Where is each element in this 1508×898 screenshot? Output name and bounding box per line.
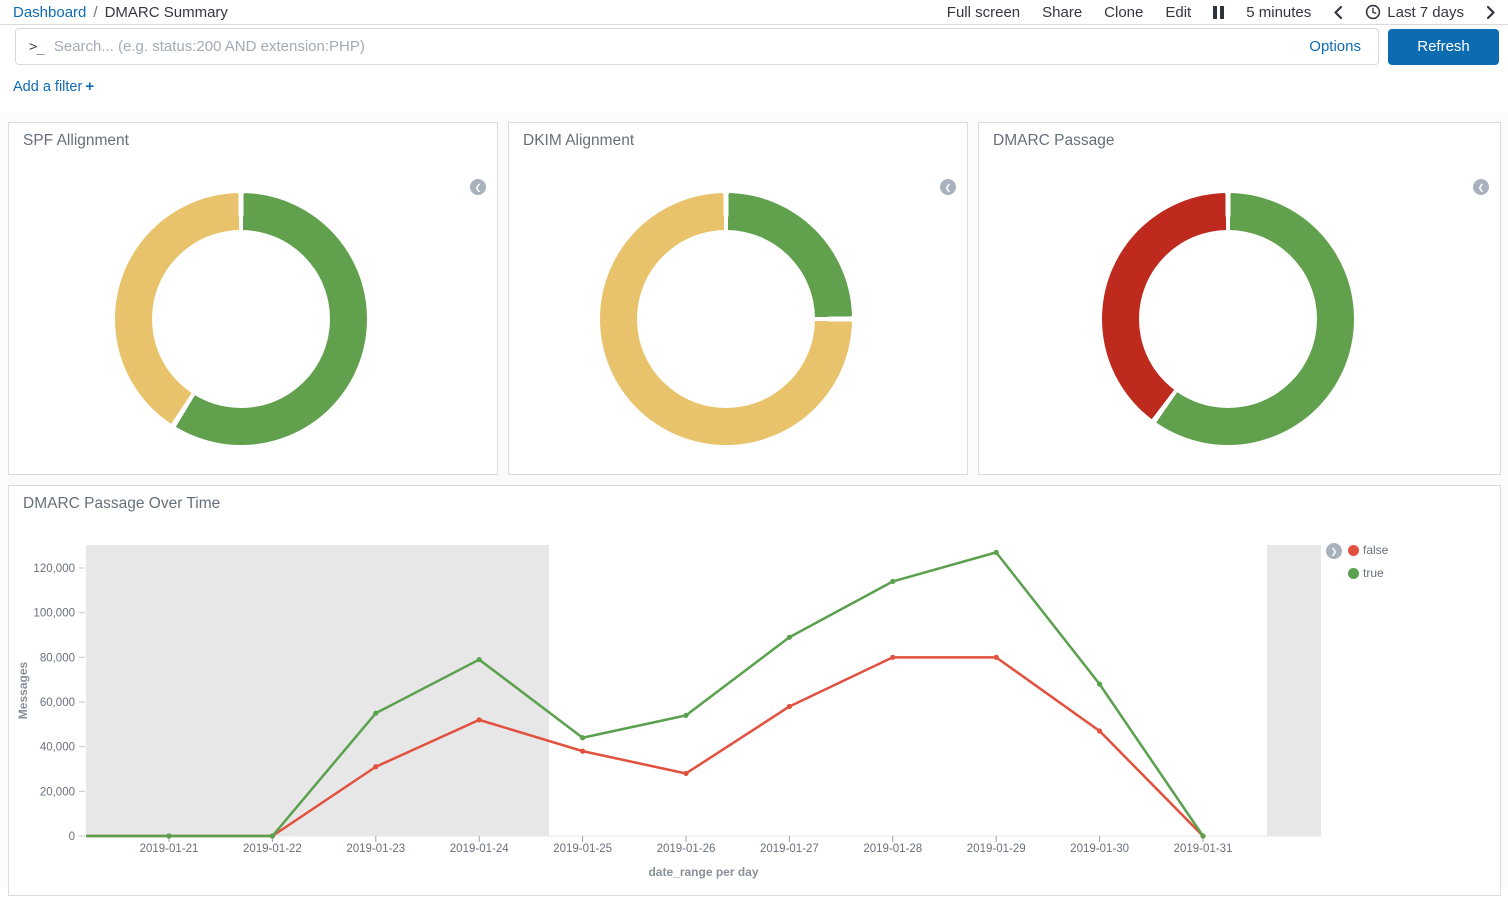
panel-title: SPF Allignment xyxy=(23,132,129,150)
data-point xyxy=(994,550,999,555)
x-tick-label: 2019-01-29 xyxy=(967,843,1026,855)
add-filter-label: Add a filter xyxy=(13,79,82,95)
x-tick-label: 2019-01-23 xyxy=(346,843,405,855)
legend-toggle-button[interactable] xyxy=(940,179,956,195)
data-point xyxy=(270,833,275,838)
chevron-right-icon xyxy=(1486,5,1496,20)
y-tick-label: 100,000 xyxy=(33,608,75,620)
data-point xyxy=(683,713,688,718)
y-tick-label: 80,000 xyxy=(40,652,75,664)
breadcrumb-separator: / xyxy=(93,4,97,21)
x-tick-label: 2019-01-31 xyxy=(1174,843,1233,855)
refresh-interval-button[interactable]: 5 minutes xyxy=(1246,4,1311,21)
x-tick-label: 2019-01-22 xyxy=(243,843,302,855)
search-input[interactable] xyxy=(54,38,1292,55)
x-axis-title: date_range per day xyxy=(648,865,758,879)
data-point xyxy=(787,704,792,709)
data-point xyxy=(1097,682,1102,687)
data-point xyxy=(580,749,585,754)
data-point xyxy=(1097,728,1102,733)
spf-donut-chart xyxy=(115,193,367,445)
data-point xyxy=(477,657,482,662)
filter-bar: Add a filter+ xyxy=(0,69,1508,112)
data-point xyxy=(890,655,895,660)
y-tick-label: 40,000 xyxy=(40,742,75,754)
y-axis-title: Messages xyxy=(16,661,30,719)
data-point xyxy=(373,764,378,769)
x-tick-label: 2019-01-30 xyxy=(1070,843,1129,855)
dmarc-donut-chart xyxy=(1102,193,1354,445)
data-point xyxy=(1200,833,1205,838)
y-tick-label: 20,000 xyxy=(40,786,75,798)
y-tick-label: 120,000 xyxy=(33,563,75,575)
panel-title: DKIM Alignment xyxy=(523,132,634,150)
legend-dot-icon xyxy=(1348,545,1359,556)
plus-icon: + xyxy=(85,78,94,95)
endzone-band xyxy=(1267,545,1321,836)
x-tick-label: 2019-01-25 xyxy=(553,843,612,855)
top-navigation-bar: Dashboard / DMARC Summary Full screen Sh… xyxy=(0,0,1508,25)
clone-button[interactable]: Clone xyxy=(1104,4,1143,21)
endzone-band xyxy=(86,545,549,836)
top-menu: Full screen Share Clone Edit 5 minutes L… xyxy=(947,4,1496,21)
data-point xyxy=(787,635,792,640)
line-chart-area: 0 20,000 40,000 60,000 80,000 100,000 120,000 2… xyxy=(9,486,1500,895)
legend-toggle-button[interactable] xyxy=(1326,543,1342,559)
legend-dot-icon xyxy=(1348,568,1359,579)
breadcrumb-dashboard-link[interactable]: Dashboard xyxy=(13,4,86,21)
data-point xyxy=(890,579,895,584)
query-bar: >_ Options Refresh xyxy=(0,25,1508,69)
legend-label: true xyxy=(1363,566,1384,580)
time-range-picker[interactable]: Last 7 days xyxy=(1365,4,1464,21)
panel-dkim-alignment: DKIM Alignment xyxy=(508,122,968,475)
options-link[interactable]: Options xyxy=(1309,38,1361,55)
add-filter-link[interactable]: Add a filter+ xyxy=(13,79,94,95)
line-legend: false true xyxy=(1348,543,1388,589)
time-forward-button[interactable] xyxy=(1486,5,1496,20)
search-box[interactable]: >_ Options xyxy=(15,28,1379,65)
x-tick-label: 2019-01-24 xyxy=(450,843,509,855)
pause-refresh-icon[interactable] xyxy=(1213,6,1224,19)
data-point xyxy=(373,711,378,716)
breadcrumb: Dashboard / DMARC Summary xyxy=(13,4,228,21)
panel-spf-alignment: SPF Allignment xyxy=(8,122,498,475)
panel-title: DMARC Passage Over Time xyxy=(23,495,220,513)
legend-label: false xyxy=(1363,543,1388,557)
time-range-label: Last 7 days xyxy=(1387,4,1464,21)
panel-dmarc-passage-over-time: DMARC Passage Over Time false true 0 20,00… xyxy=(8,485,1501,896)
refresh-button[interactable]: Refresh xyxy=(1388,29,1499,65)
query-prompt-icon: >_ xyxy=(29,39,44,55)
donut-panels-row: SPF Allignment DKIM Alignment DMARC Pass… xyxy=(8,122,1501,475)
chevron-left-icon xyxy=(1333,5,1343,20)
clock-icon xyxy=(1365,4,1381,20)
y-tick-label: 60,000 xyxy=(40,697,75,709)
data-point xyxy=(477,717,482,722)
full-screen-button[interactable]: Full screen xyxy=(947,4,1020,21)
panel-title: DMARC Passage xyxy=(993,132,1114,150)
legend-item-true[interactable]: true xyxy=(1348,566,1388,580)
line-chart-svg: 0 20,000 40,000 60,000 80,000 100,000 120,000 2… xyxy=(9,486,1500,895)
dashboard-grid: SPF Allignment DKIM Alignment DMARC Pass… xyxy=(0,112,1508,887)
data-point xyxy=(994,655,999,660)
x-tick-label: 2019-01-27 xyxy=(760,843,819,855)
legend-toggle-button[interactable] xyxy=(1473,179,1489,195)
dkim-donut-chart xyxy=(600,193,852,445)
page-title: DMARC Summary xyxy=(105,4,228,21)
x-tick-label: 2019-01-21 xyxy=(140,843,199,855)
y-tick-label: 0 xyxy=(69,831,75,843)
edit-button[interactable]: Edit xyxy=(1165,4,1191,21)
time-back-button[interactable] xyxy=(1333,5,1343,20)
data-point xyxy=(683,771,688,776)
x-tick-label: 2019-01-26 xyxy=(657,843,716,855)
legend-toggle-button[interactable] xyxy=(470,179,486,195)
x-tick-label: 2019-01-28 xyxy=(863,843,922,855)
legend-item-false[interactable]: false xyxy=(1348,543,1388,557)
data-point xyxy=(580,735,585,740)
panel-dmarc-passage: DMARC Passage xyxy=(978,122,1501,475)
data-point xyxy=(166,833,171,838)
share-button[interactable]: Share xyxy=(1042,4,1082,21)
